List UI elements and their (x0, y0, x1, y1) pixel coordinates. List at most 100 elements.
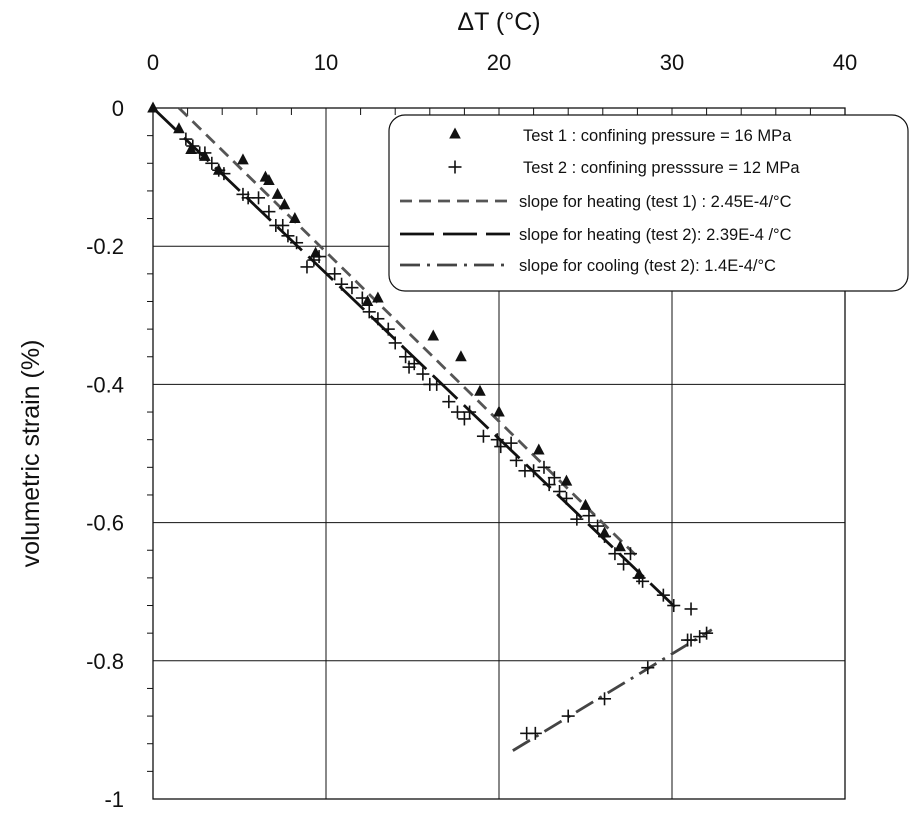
triangle-marker (560, 474, 573, 486)
data-markers (147, 101, 714, 740)
plus-marker (186, 139, 200, 153)
plus-marker (542, 478, 556, 492)
legend-items: Test 1 : confining pressure = 16 MPa Test… (400, 127, 800, 275)
plus-marker (528, 726, 542, 740)
plus-marker (388, 336, 402, 350)
plus-marker (236, 187, 250, 201)
y-tick-label: 0 (112, 96, 124, 121)
plus-marker (598, 692, 612, 706)
y-tick-label: -0.4 (86, 372, 124, 397)
plus-marker (217, 167, 231, 181)
triangle-marker (579, 498, 592, 510)
plus-marker (328, 267, 342, 281)
triangle-marker (289, 212, 301, 224)
triangle-marker (361, 294, 374, 306)
triangle-marker (147, 101, 159, 113)
x-tick-label: 10 (314, 50, 338, 75)
plus-marker (700, 626, 714, 640)
plus-marker (494, 440, 508, 454)
plus-marker (623, 547, 637, 561)
triangle-marker (455, 350, 467, 362)
x-tick-label: 40 (833, 50, 857, 75)
plus-marker (281, 229, 295, 243)
plus-marker (608, 547, 622, 561)
plus-marker (276, 218, 290, 232)
plus-marker (667, 599, 681, 613)
legend-box (388, 114, 909, 292)
plus-marker (509, 453, 523, 467)
plus-marker (212, 163, 226, 177)
plus-marker (307, 253, 321, 267)
x-tick-label: 0 (147, 50, 159, 75)
plus-marker (345, 281, 359, 295)
y-axis-title: volumetric strain (%) (17, 340, 45, 568)
plus-marker (582, 509, 596, 523)
plus-marker (355, 291, 369, 305)
legend: Test 1 : confining pressure = 16 MPa Test… (388, 114, 909, 292)
x-tick-label: 30 (660, 50, 684, 75)
plus-marker (636, 574, 650, 588)
plus-marker (547, 471, 561, 485)
triangle-marker (474, 384, 486, 396)
plus-marker (381, 322, 395, 336)
legend-item: slope for cooling (test 2): 1.4E-4/°C (400, 257, 776, 275)
triangle-marker (614, 540, 626, 552)
plus-marker (252, 191, 266, 205)
legend-item: slope for heating (test 2): 2.39E-4 /°C (400, 226, 792, 244)
plus-marker (617, 557, 631, 571)
plus-marker (527, 464, 541, 478)
plus-marker (490, 433, 504, 447)
plus-marker (442, 395, 456, 409)
plus-marker (457, 412, 471, 426)
plus-marker (371, 312, 385, 326)
x-tick-label: 20 (487, 50, 511, 75)
triangle-marker (271, 187, 284, 199)
y-tick-label: -0.2 (86, 234, 124, 259)
legend-label: slope for heating (test 2): 2.39E-4 /°C (519, 226, 792, 244)
plus-marker (591, 519, 605, 533)
legend-label: Test 1 : confining pressure = 16 MPa (523, 127, 792, 145)
plus-marker (402, 360, 416, 374)
plus-marker (262, 205, 276, 219)
legend-item: slope for heating (test 1) : 2.45E-4/°C (400, 193, 792, 211)
fit-line-long-dash (152, 106, 679, 610)
triangle-marker (263, 174, 275, 186)
legend-item: Test 2 : confining presssure = 12 MPa (448, 159, 800, 177)
plus-marker (430, 377, 444, 391)
plus-marker (399, 350, 413, 364)
plus-marker (179, 132, 193, 146)
legend-label: Test 2 : confining presssure = 12 MPa (523, 159, 800, 177)
triangle-marker (427, 329, 440, 341)
minor-ticks (147, 108, 811, 772)
plus-marker (450, 405, 464, 419)
x-axis-title: ΔT (°C) (457, 8, 540, 36)
legend-item: Test 1 : confining pressure = 16 MPa (449, 127, 792, 145)
plus-marker (537, 460, 551, 474)
x-tick-labels: 0 10 20 30 40 (147, 50, 857, 75)
y-tick-label: -0.6 (86, 511, 124, 536)
plot-area-frame (152, 107, 846, 800)
plus-marker (561, 709, 575, 723)
plus-marker (598, 529, 612, 543)
triangle-marker (173, 122, 185, 134)
plus-marker (312, 250, 326, 264)
plus-marker (362, 305, 376, 319)
plus-marker (416, 367, 430, 381)
plus-marker (641, 661, 655, 675)
plus-marker (553, 485, 567, 499)
plus-marker (693, 630, 707, 644)
legend-label: slope for heating (test 1) : 2.45E-4/°C (519, 193, 792, 211)
y-tick-label: -0.8 (86, 649, 124, 674)
triangle-marker (278, 198, 291, 210)
legend-label: slope for cooling (test 2): 1.4E-4/°C (519, 257, 776, 275)
plus-marker (335, 277, 349, 291)
plus-marker (570, 512, 584, 526)
plus-marker (463, 405, 477, 419)
plus-marker (407, 357, 421, 371)
plus-marker (448, 160, 462, 174)
plus-marker (205, 156, 219, 170)
y-tick-labels: 0 -0.2 -0.4 -0.6 -0.8 -1 (86, 96, 124, 812)
triangle-marker (372, 291, 384, 303)
fit-line-dash-dot (512, 628, 713, 752)
